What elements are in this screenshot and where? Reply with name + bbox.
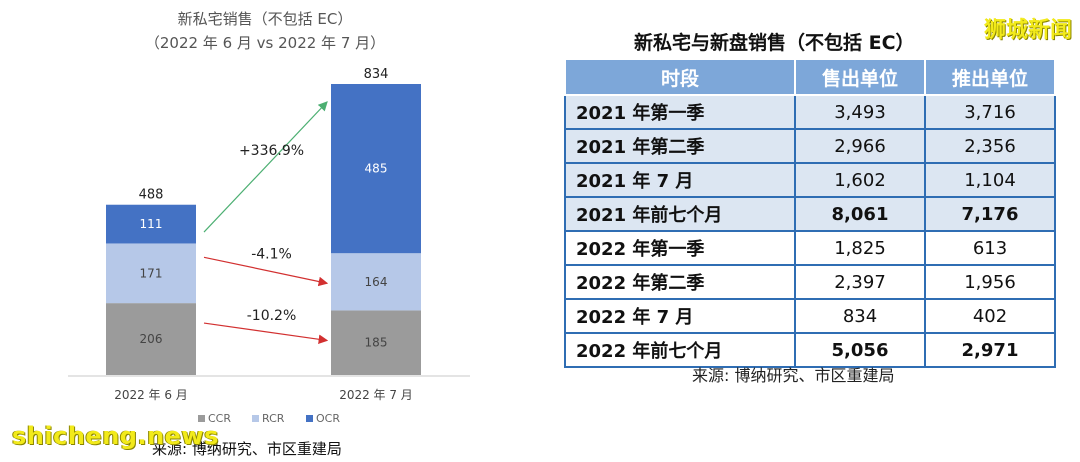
cell-period: 2022 年 7 月 <box>564 298 796 334</box>
bar-segment-ocr <box>331 84 421 254</box>
bar-segment-ocr <box>106 204 196 244</box>
watermark-logo: shicheng.news <box>12 422 219 450</box>
chart-title: 新私宅销售（不包括 EC） <box>177 10 353 28</box>
legend-label: OCR <box>316 412 340 425</box>
table-row: 2022 年前七个月 5,056 2,971 <box>564 332 1056 368</box>
table-row: 2021 年第二季 2,966 2,356 <box>564 128 1056 164</box>
cell-sold: 1,825 <box>794 230 926 266</box>
change-arrow <box>203 322 329 345</box>
bar-segment-rcr <box>331 253 421 311</box>
cell-launched: 2,356 <box>924 128 1056 164</box>
data-label: 185 <box>365 336 388 350</box>
legend-label: CCR <box>208 412 231 425</box>
cell-sold: 1,602 <box>794 162 926 198</box>
table-row: 2021 年前七个月 8,061 7,176 <box>564 196 1056 232</box>
cell-sold: 2,397 <box>794 264 926 300</box>
stacked-bar-chart: 新私宅销售（不包括 EC） （2022 年 6 月 vs 2022 年 7 月）… <box>12 10 470 458</box>
table-row: 2022 年第二季 2,397 1,956 <box>564 264 1056 300</box>
cell-period: 2022 年第二季 <box>564 264 796 300</box>
bar-segment-rcr <box>106 243 196 304</box>
total-label: 834 <box>364 67 389 82</box>
change-annotation: -4.1% <box>251 246 292 262</box>
chart-subtitle: （2022 年 6 月 vs 2022 年 7 月） <box>144 34 386 52</box>
table-row: 2022 年第一季 1,825 613 <box>564 230 1056 266</box>
header-period: 时段 <box>564 58 796 96</box>
cell-launched: 402 <box>924 298 1056 334</box>
table-row: 2021 年 7 月 1,602 1,104 <box>564 162 1056 198</box>
legend-swatch-ocr <box>306 415 313 422</box>
bar-segment-ccr <box>106 303 196 375</box>
cell-period: 2022 年前七个月 <box>564 332 796 368</box>
cell-launched: 7,176 <box>924 196 1056 232</box>
bar-segment-ccr <box>331 310 421 375</box>
cell-period: 2021 年 7 月 <box>564 162 796 198</box>
chart-plot: 206 171 111 488 2022 年 6 月 185 164 485 834 2022 年… <box>68 67 470 425</box>
data-label: 111 <box>140 217 163 231</box>
change-annotation: -10.2% <box>247 308 297 324</box>
chart-source: 来源: 博纳研究、市区重建局 <box>152 440 342 458</box>
data-label: 164 <box>365 275 388 289</box>
cell-launched: 3,716 <box>924 94 1056 130</box>
table-row: 2022 年 7 月 834 402 <box>564 298 1056 334</box>
data-label: 206 <box>140 332 163 346</box>
sales-table: 时段 售出单位 推出单位 2021 年第一季 3,493 3,716 2021 年第二… <box>564 58 1056 368</box>
header-launched: 推出单位 <box>924 58 1056 96</box>
cell-launched: 613 <box>924 230 1056 266</box>
watermark-brand: 狮城新闻 <box>983 18 1072 43</box>
cell-launched: 2,971 <box>924 332 1056 368</box>
cell-period: 2021 年第二季 <box>564 128 796 164</box>
change-arrow <box>203 256 329 287</box>
header-sold: 售出单位 <box>794 58 926 96</box>
cell-sold: 8,061 <box>794 196 926 232</box>
sales-table-panel: 狮城新闻 新私宅与新盘销售（不包括 EC） 时段 售出单位 推出单位 2021 … <box>562 0 1080 462</box>
cell-period: 2021 年第一季 <box>564 94 796 130</box>
cell-period: 2021 年前七个月 <box>564 196 796 232</box>
cell-sold: 5,056 <box>794 332 926 368</box>
data-label: 485 <box>365 162 388 176</box>
legend-swatch-ccr <box>198 415 205 422</box>
total-label: 488 <box>139 188 164 203</box>
category-tick-label: 2022 年 7 月 <box>339 388 413 402</box>
cell-sold: 2,966 <box>794 128 926 164</box>
table-row: 2021 年第一季 3,493 3,716 <box>564 94 1056 130</box>
table-header-row: 时段 售出单位 推出单位 <box>564 58 1056 96</box>
cell-sold: 834 <box>794 298 926 334</box>
table-title: 新私宅与新盘销售（不包括 EC） <box>634 32 915 54</box>
legend-label: RCR <box>262 412 285 425</box>
table-source: 来源: 博纳研究、市区重建局 <box>692 366 895 385</box>
cell-period: 2022 年第一季 <box>564 230 796 266</box>
change-arrow <box>203 101 328 233</box>
data-label: 171 <box>140 266 163 280</box>
change-annotation: +336.9% <box>239 143 304 159</box>
cell-launched: 1,956 <box>924 264 1056 300</box>
category-tick-label: 2022 年 6 月 <box>114 388 188 402</box>
legend-swatch-rcr <box>252 415 259 422</box>
cell-sold: 3,493 <box>794 94 926 130</box>
cell-launched: 1,104 <box>924 162 1056 198</box>
